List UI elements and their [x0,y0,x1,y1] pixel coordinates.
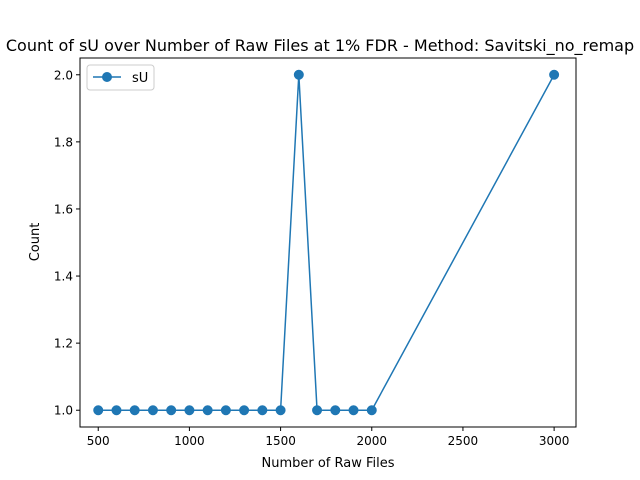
data-point [166,405,177,416]
data-point [330,405,341,416]
x-tick-label: 3000 [539,434,570,448]
data-point [202,405,213,416]
series-line-su [98,74,555,411]
y-tick-label: 1.8 [54,135,73,149]
y-tick-label: 1.0 [54,404,73,418]
x-tick-label: 2500 [448,434,479,448]
plot-frame [79,57,577,428]
x-tick-label: 1500 [265,434,296,448]
y-tick-label: 1.4 [54,270,73,284]
data-point [147,405,158,416]
x-axis: 500 1000 1500 2000 2500 3000 [87,427,570,448]
data-point [293,69,304,80]
data-point [312,405,323,416]
legend: sU [86,64,155,91]
data-point [239,405,250,416]
x-tick-label: 2000 [356,434,387,448]
data-point [184,405,195,416]
y-tick-label: 2.0 [54,68,73,82]
y-axis: 1.0 1.2 1.4 1.6 1.8 2.0 [54,68,80,418]
data-point [275,405,286,416]
series-layer [93,69,560,416]
legend-entry-su: sU [132,71,148,86]
x-tick-label: 1000 [174,434,205,448]
chart-title: Count of sU over Number of Raw Files at … [6,36,634,56]
x-axis-label: Number of Raw Files [261,456,394,471]
data-point [129,405,140,416]
data-point [348,405,359,416]
data-point [93,405,104,416]
y-tick-label: 1.2 [54,337,73,351]
data-point [549,69,560,80]
data-point [366,405,377,416]
data-point [220,405,231,416]
data-point [257,405,268,416]
y-axis-label: Count [28,223,43,262]
y-tick-label: 1.6 [54,202,73,216]
legend-marker-swatch [102,72,112,82]
x-tick-label: 500 [87,434,110,448]
data-point [111,405,122,416]
